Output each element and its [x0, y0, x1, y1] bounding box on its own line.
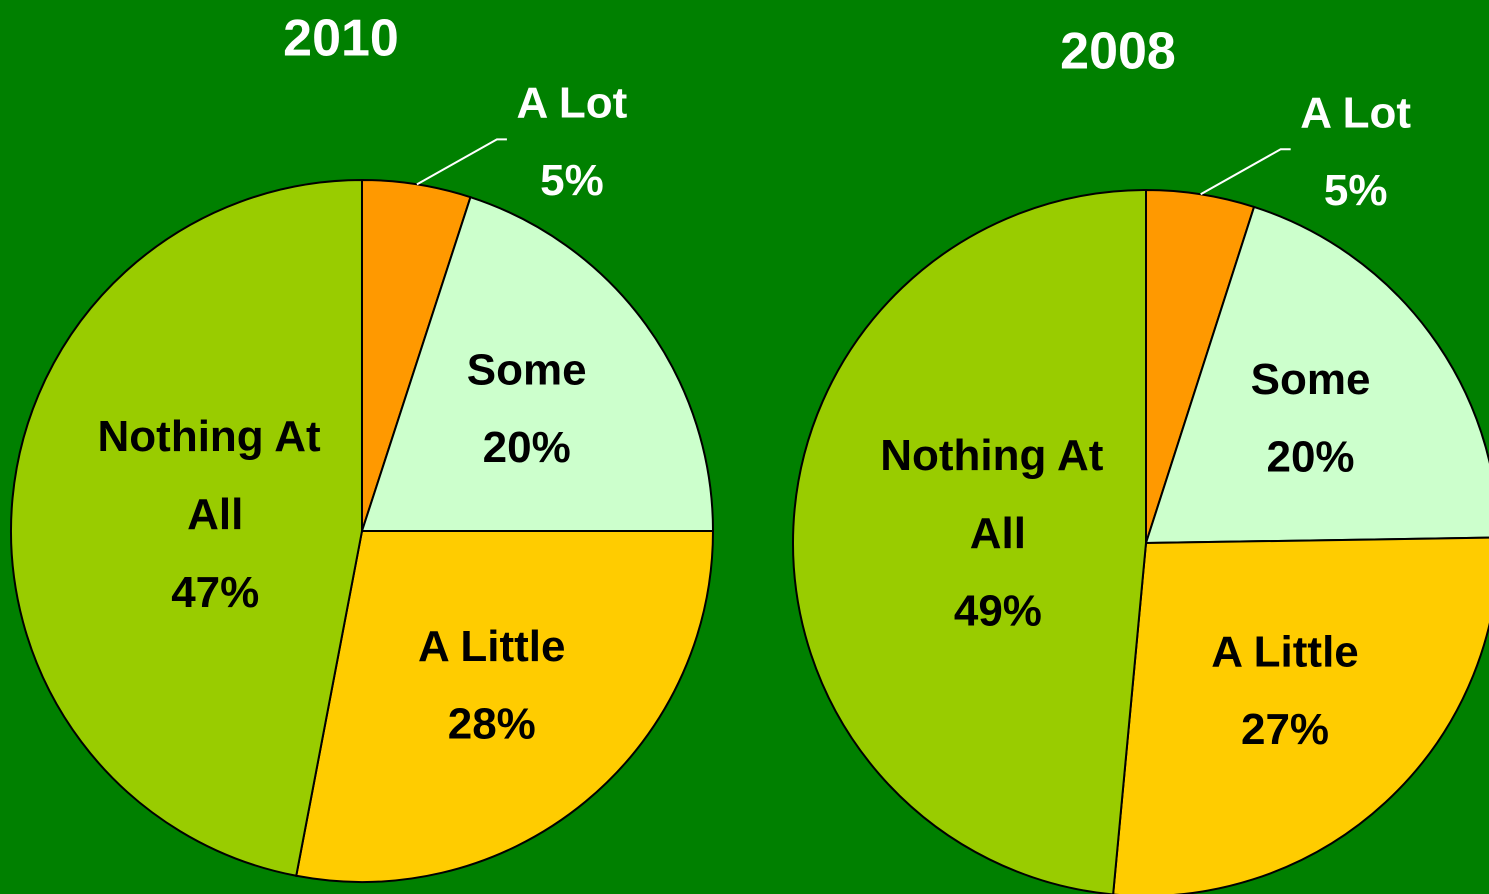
slice-label: A Lot [1300, 88, 1411, 137]
leader-line [1200, 148, 1291, 196]
slice-value-label: 20% [1266, 433, 1354, 482]
pie-slice [1144, 205, 1489, 545]
slice-value-label: 20% [483, 423, 571, 472]
slice-label: Some [1251, 355, 1371, 404]
label-line: All [970, 509, 1026, 558]
pie-slice [792, 188, 1147, 894]
pie-slice [10, 178, 363, 877]
label-line: Some [467, 345, 587, 394]
chart-title: 2008 [1060, 23, 1176, 81]
slice-label: A Lot [517, 78, 628, 127]
slice-label: Nothing At All [98, 412, 333, 539]
pie-slice [1112, 536, 1489, 894]
label-line: Some [1251, 355, 1371, 404]
label-line: Nothing At [98, 412, 333, 461]
label-line: Nothing At [880, 431, 1115, 480]
chart-title: 2010 [283, 10, 399, 68]
label-line: A Little [418, 621, 565, 670]
slice-value-label: 49% [954, 587, 1042, 636]
pie-slice [295, 530, 715, 883]
leader-line [416, 138, 507, 186]
slice-value-label: 5% [540, 156, 604, 205]
slice-value-label: 28% [448, 699, 536, 748]
label-line: A Lot [1300, 88, 1411, 137]
slice-value-label: 5% [1324, 166, 1388, 215]
pie-slice [360, 195, 715, 532]
label-line: All [187, 490, 243, 539]
label-line: A Lot [517, 78, 628, 127]
slice-label: A Little [1211, 627, 1358, 676]
slice-value-label: 27% [1241, 705, 1329, 754]
slice-label: A Little [418, 621, 565, 670]
slice-label: Nothing At All [880, 431, 1115, 558]
slice-value-label: 47% [171, 568, 259, 617]
label-line: A Little [1211, 627, 1358, 676]
slice-label: Some [467, 345, 587, 394]
